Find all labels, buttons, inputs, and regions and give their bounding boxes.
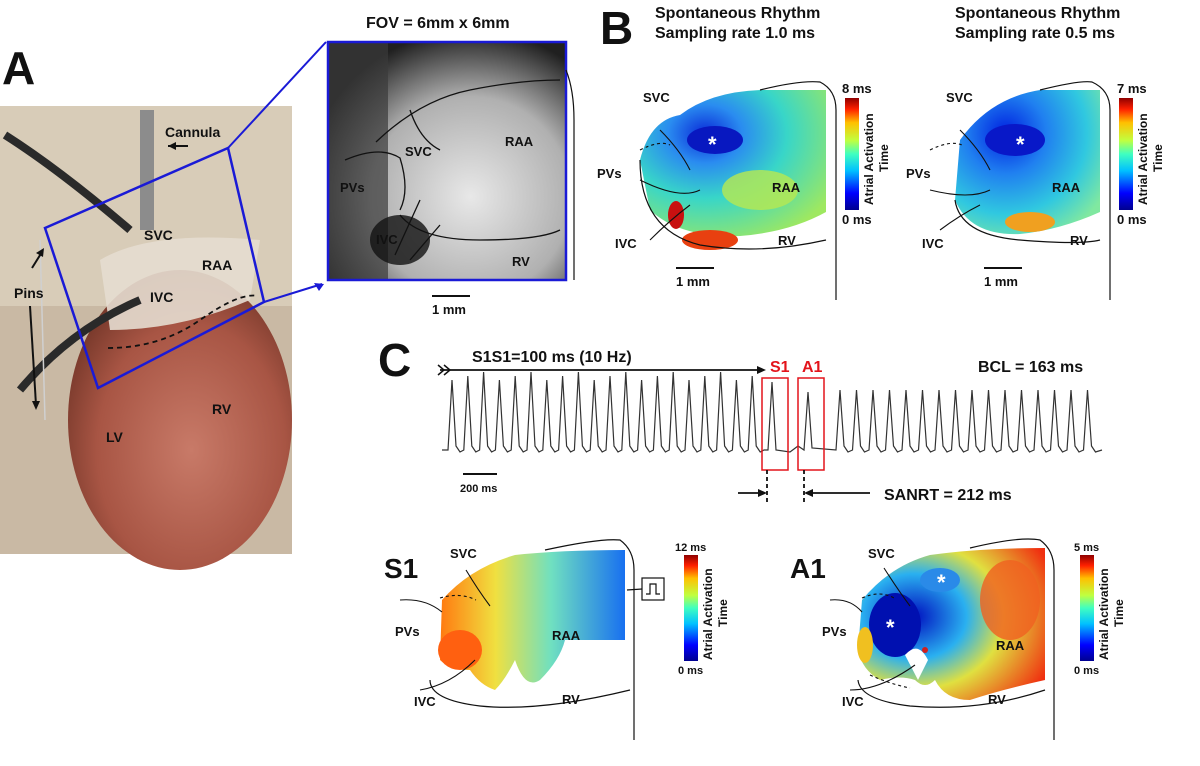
- colorbar-b2-label-1: Atrial Activation: [1136, 113, 1150, 205]
- label-rv-a: RV: [212, 401, 232, 417]
- label-pvs-b1: PVs: [597, 166, 622, 181]
- fov-title: FOV = 6mm x 6mm: [366, 15, 510, 32]
- label-svc-a1: SVC: [868, 546, 895, 561]
- heart-photo: [0, 106, 292, 570]
- colorbar-a1-label-1: Atrial Activation: [1097, 568, 1111, 660]
- colorbar-b1-label-2: Time: [877, 144, 891, 172]
- label-raa-s1: RAA: [552, 628, 581, 643]
- label-raa-b1: RAA: [772, 180, 801, 195]
- fov-image: [328, 42, 566, 280]
- label-rv-fov: RV: [512, 254, 530, 269]
- pacing-label: S1S1=100 ms (10 Hz): [472, 349, 632, 366]
- colorbar-b2-label-2: Time: [1151, 144, 1165, 172]
- label-svc-b2: SVC: [946, 90, 973, 105]
- label-lv-a: LV: [106, 429, 124, 445]
- label-svc-s1: SVC: [450, 546, 477, 561]
- label-pvs-a1: PVs: [822, 624, 847, 639]
- label-ivc-a: IVC: [150, 289, 173, 305]
- s1-box: [761, 377, 789, 471]
- colorbar-b1-max: 8 ms: [842, 81, 872, 96]
- label-rv-b1: RV: [778, 233, 796, 248]
- optical-action-potential-trace: [442, 371, 1103, 453]
- colorbar-a1: [1080, 555, 1094, 661]
- label-raa-a1: RAA: [996, 638, 1025, 653]
- colorbar-b2: [1119, 98, 1133, 210]
- a1-box: [797, 377, 825, 471]
- colorbar-a1-min: 0 ms: [1074, 665, 1099, 677]
- label-ivc-fov: IVC: [376, 232, 398, 247]
- label-svc-a: SVC: [144, 227, 173, 243]
- label-rv-s1: RV: [562, 692, 580, 707]
- bcl-label: BCL = 163 ms: [978, 359, 1083, 376]
- panel-label-s1: S1: [384, 553, 418, 584]
- star-a1-upper: *: [937, 570, 946, 595]
- label-cannula: Cannula: [165, 124, 220, 140]
- label-a1-marker: A1: [802, 359, 823, 376]
- panel-label-b: B: [600, 2, 633, 54]
- b1-title-2: Sampling rate 1.0 ms: [655, 25, 815, 42]
- panel-label-a: A: [2, 42, 35, 94]
- label-raa-b2: RAA: [1052, 180, 1081, 195]
- label-pvs-fov: PVs: [340, 180, 365, 195]
- scale-label-b2: 1 mm: [984, 274, 1018, 289]
- star-b1: *: [708, 132, 717, 157]
- colorbar-s1-label-2: Time: [716, 599, 730, 627]
- activation-map-b1: [639, 81, 837, 300]
- colorbar-a1-max: 5 ms: [1074, 542, 1099, 554]
- colorbar-b2-min: 0 ms: [1117, 212, 1147, 227]
- colorbar-a1-label-2: Time: [1112, 599, 1126, 627]
- colorbar-s1-min: 0 ms: [678, 665, 703, 677]
- activation-map-b2: [929, 81, 1111, 300]
- label-pvs-b2: PVs: [906, 166, 931, 181]
- label-rv-b2: RV: [1070, 233, 1088, 248]
- panel-label-c: C: [378, 334, 411, 386]
- label-svc-fov: SVC: [405, 144, 432, 159]
- colorbar-b1-min: 0 ms: [842, 212, 872, 227]
- label-rv-a1: RV: [988, 692, 1006, 707]
- scale-label-b1: 1 mm: [676, 274, 710, 289]
- fov-scale-label: 1 mm: [432, 302, 466, 317]
- stimulus-icon: [641, 577, 665, 601]
- trace-scale-label: 200 ms: [460, 483, 497, 495]
- activation-map-s1: [399, 539, 635, 740]
- label-ivc-b1: IVC: [615, 236, 637, 251]
- colorbar-s1-max: 12 ms: [675, 542, 706, 554]
- colorbar-b2-max: 7 ms: [1117, 81, 1147, 96]
- panel-label-a1: A1: [790, 553, 826, 584]
- label-ivc-b2: IVC: [922, 236, 944, 251]
- label-raa-fov: RAA: [505, 134, 534, 149]
- label-ivc-a1: IVC: [842, 694, 864, 709]
- label-svc-b1: SVC: [643, 90, 670, 105]
- colorbar-b1-label-1: Atrial Activation: [862, 113, 876, 205]
- sanrt-label: SANRT = 212 ms: [884, 487, 1012, 504]
- label-raa-a: RAA: [202, 257, 232, 273]
- activation-map-a1: [829, 538, 1055, 740]
- label-pvs-s1: PVs: [395, 624, 420, 639]
- fov-frame: [326, 40, 568, 282]
- colorbar-b1: [845, 98, 859, 210]
- star-a1-lower: *: [886, 615, 895, 640]
- label-ivc-s1: IVC: [414, 694, 436, 709]
- b2-title-1: Spontaneous Rhythm: [955, 5, 1120, 22]
- label-pins: Pins: [14, 285, 44, 301]
- b1-title-1: Spontaneous Rhythm: [655, 5, 820, 22]
- colorbar-s1: [684, 555, 698, 661]
- label-s1-marker: S1: [770, 359, 790, 376]
- star-b2: *: [1016, 132, 1025, 157]
- b2-title-2: Sampling rate 0.5 ms: [955, 25, 1115, 42]
- colorbar-s1-label-1: Atrial Activation: [701, 568, 715, 660]
